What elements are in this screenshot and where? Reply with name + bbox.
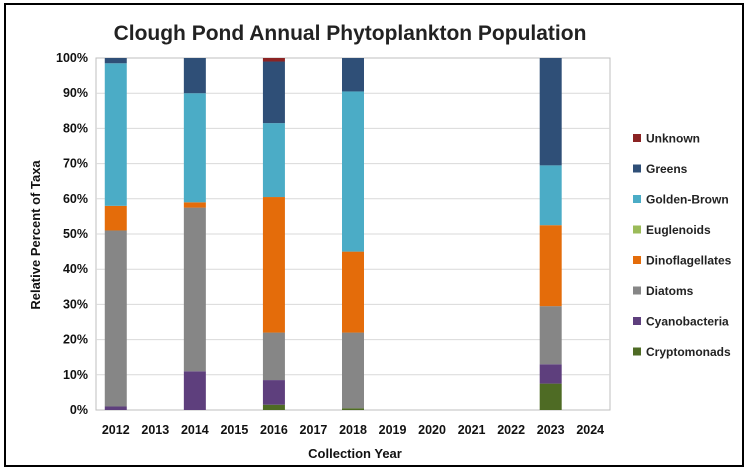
legend-label: Cryptomonads	[646, 345, 731, 359]
legend-label: Euglenoids	[646, 223, 711, 237]
bar-segment-golden-brown-2018	[342, 91, 364, 252]
x-tick-label: 2021	[458, 423, 486, 437]
bar-segment-golden-brown-2012	[104, 63, 127, 206]
bar-segment-greens-2018	[342, 58, 364, 92]
legend-label: Greens	[646, 162, 688, 176]
x-tick-label: 2012	[102, 423, 130, 437]
y-axis-title: Relative Percent of Taxa	[28, 160, 43, 310]
legend-swatch	[633, 164, 641, 173]
x-tick-label: 2017	[300, 423, 328, 437]
bar-segment-cryptomonads-2018	[342, 408, 364, 410]
bar-segment-cyanobacteria-2016	[262, 380, 285, 405]
y-tick-label: 20%	[63, 333, 88, 347]
legend-swatch	[633, 134, 641, 142]
bar-segment-diatoms-2016	[262, 332, 285, 381]
x-tick-label: 2024	[576, 423, 604, 437]
chart-title: Clough Pond Annual Phytoplankton Populat…	[114, 22, 587, 45]
bar-segment-cyanobacteria-2023	[539, 364, 562, 384]
bar-segment-greens-2014	[183, 58, 206, 94]
y-tick-label: 60%	[63, 192, 88, 206]
legend-label: Golden-Brown	[646, 193, 729, 207]
bar-segment-greens-2012	[104, 58, 127, 64]
bar-segment-diatoms-2014	[183, 207, 206, 372]
bar-segment-dinoflagellates-2023	[539, 225, 562, 307]
legend: Unknown Greens Golden-Brown Euglenoids Dinof…	[633, 132, 732, 359]
bar-segment-dinoflagellates-2016	[262, 197, 285, 333]
x-tick-label: 2013	[141, 423, 169, 437]
y-tick-label: 80%	[63, 121, 88, 135]
y-tick-label: 100%	[56, 51, 88, 65]
bar-segment-dinoflagellates-2018	[342, 251, 364, 333]
bar-segment-diatoms-2023	[539, 306, 562, 365]
x-tick-label: 2016	[260, 423, 288, 437]
x-tick-label: 2023	[537, 423, 565, 437]
legend-label: Cyanobacteria	[646, 315, 729, 329]
legend-label: Diatoms	[646, 284, 694, 298]
y-tick-label: 70%	[63, 157, 88, 171]
x-tick-label: 2020	[418, 423, 446, 437]
bar-segment-cryptomonads-2016	[262, 404, 285, 410]
x-tick-label: 2022	[497, 423, 525, 437]
y-tick-label: 0%	[70, 403, 88, 417]
bar-segment-unknown-2016	[262, 58, 285, 62]
plot-area: 0% 10% 20% 30% 40% 50% 60% 70% 80% 90% 100% 2012 201…	[56, 51, 611, 437]
bar-segment-golden-brown-2016	[262, 123, 285, 198]
y-tick-label: 10%	[63, 368, 88, 382]
y-tick-label: 40%	[63, 262, 88, 276]
bar-segment-diatoms-2018	[342, 332, 364, 409]
x-tick-label: 2014	[181, 423, 209, 437]
bar-segment-dinoflagellates-2014	[183, 202, 206, 208]
legend-label: Unknown	[646, 132, 700, 146]
bar-segment-greens-2023	[539, 58, 562, 166]
bar-segment-dinoflagellates-2012	[104, 205, 127, 231]
x-tick-label: 2019	[379, 423, 407, 437]
bar-segment-cryptomonads-2023	[539, 383, 562, 410]
x-tick-label: 2015	[220, 423, 248, 437]
bar-segment-golden-brown-2014	[183, 93, 206, 203]
bar-segment-golden-brown-2023	[539, 165, 562, 226]
bar-segment-greens-2016	[262, 61, 285, 124]
bar-segment-cyanobacteria-2014	[183, 371, 206, 410]
y-tick-label: 90%	[63, 86, 88, 100]
legend-swatch	[633, 256, 641, 264]
legend-swatch	[633, 286, 641, 295]
legend-swatch	[633, 195, 641, 203]
y-tick-label: 30%	[63, 297, 88, 311]
x-axis-title: Collection Year	[308, 446, 402, 461]
legend-label: Dinoflagellates	[646, 254, 732, 268]
legend-swatch	[633, 347, 641, 356]
legend-swatch	[633, 317, 641, 325]
y-tick-label: 50%	[63, 227, 88, 241]
legend-swatch	[633, 225, 641, 234]
bar-segment-diatoms-2012	[104, 230, 127, 407]
bar-segment-cyanobacteria-2012	[104, 406, 127, 410]
x-tick-label: 2018	[339, 423, 367, 437]
